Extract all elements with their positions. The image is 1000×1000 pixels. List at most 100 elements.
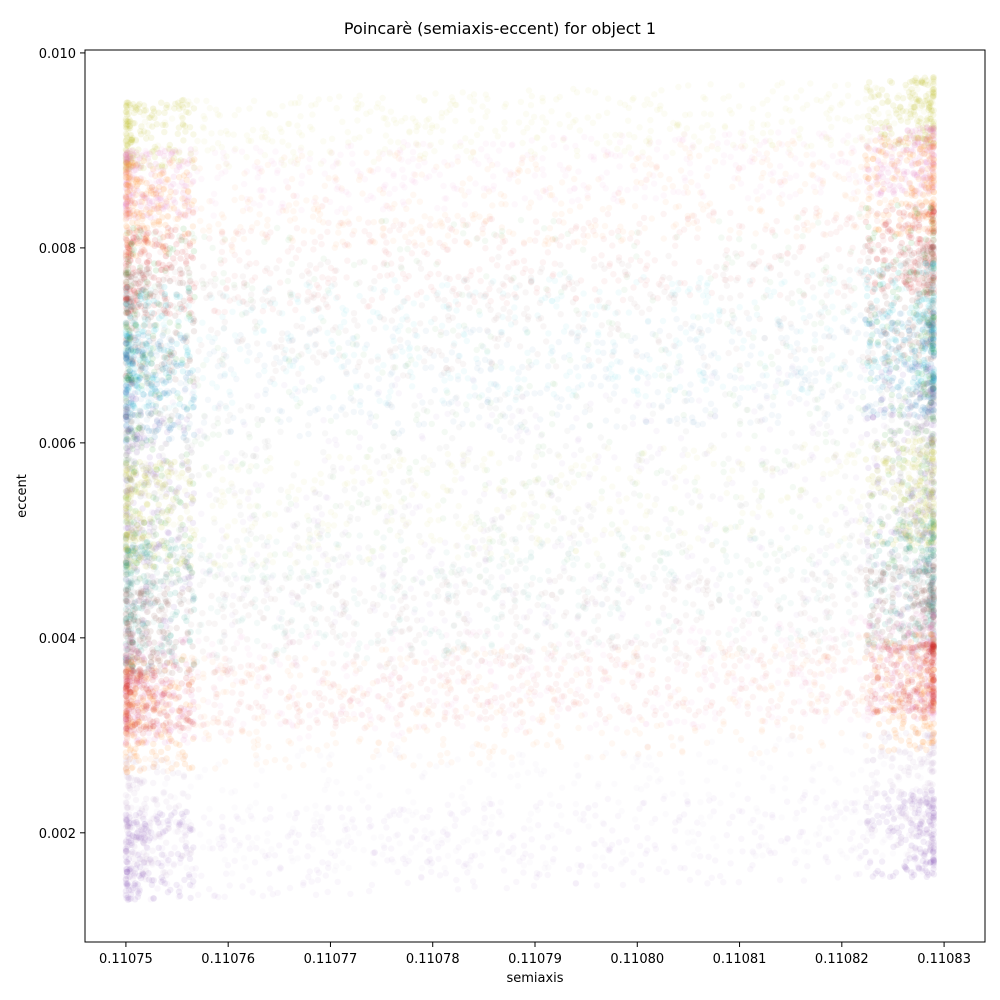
scatter-point xyxy=(827,327,834,334)
scatter-point xyxy=(549,348,556,355)
scatter-point xyxy=(366,318,374,325)
scatter-point xyxy=(519,154,526,161)
scatter-point xyxy=(556,242,564,249)
scatter-point xyxy=(224,131,232,138)
scatter-point xyxy=(443,329,450,337)
scatter-point xyxy=(419,399,426,406)
scatter-point xyxy=(538,265,545,272)
scatter-point xyxy=(315,284,322,291)
scatter-point xyxy=(895,92,902,99)
scatter-point xyxy=(142,107,150,114)
scatter-point xyxy=(363,149,370,157)
scatter-point xyxy=(398,118,405,125)
scatter-point xyxy=(140,164,147,172)
scatter-point xyxy=(873,165,880,172)
scatter-point xyxy=(687,154,694,161)
scatter-point xyxy=(673,315,680,323)
scatter-point xyxy=(479,103,486,110)
scatter-point xyxy=(896,151,903,158)
scatter-point xyxy=(763,265,771,272)
scatter-point xyxy=(126,132,134,139)
scatter-point xyxy=(453,101,460,109)
scatter-point xyxy=(124,121,132,128)
scatter-point xyxy=(927,80,934,87)
scatter-point xyxy=(129,181,136,188)
scatter-point xyxy=(684,288,692,295)
scatter-point xyxy=(681,131,688,138)
scatter-point xyxy=(399,166,406,173)
scatter-point xyxy=(365,127,373,134)
series-band-1 xyxy=(122,74,938,173)
scatter-point xyxy=(297,147,304,154)
scatter-point xyxy=(513,259,520,266)
scatter-point xyxy=(877,191,884,198)
scatter-point xyxy=(820,231,827,238)
scatter-point xyxy=(431,386,438,394)
scatter-point xyxy=(540,126,547,134)
scatter-point xyxy=(168,233,175,240)
scatter-point xyxy=(189,209,197,216)
scatter-point xyxy=(368,296,376,304)
scatter-point xyxy=(559,166,567,173)
scatter-point xyxy=(600,349,607,356)
scatter-point xyxy=(883,118,891,125)
scatter-point xyxy=(137,128,144,135)
scatter-point xyxy=(602,133,610,140)
scatter-point xyxy=(639,149,646,156)
scatter-point xyxy=(809,284,817,291)
scatter-point xyxy=(154,142,162,149)
scatter-point xyxy=(793,340,801,347)
scatter-point xyxy=(672,221,680,228)
scatter-point xyxy=(704,293,712,300)
scatter-point xyxy=(169,148,176,155)
scatter-point xyxy=(422,364,429,372)
scatter-point xyxy=(875,147,883,154)
scatter-point xyxy=(124,105,131,113)
scatter-point xyxy=(122,165,130,172)
scatter-point xyxy=(276,257,283,264)
scatter-point xyxy=(207,326,215,333)
scatter-point xyxy=(799,105,807,112)
scatter-point xyxy=(700,369,707,377)
scatter-point xyxy=(148,134,155,141)
scatter-point xyxy=(592,311,599,318)
scatter-point xyxy=(200,419,208,426)
scatter-point xyxy=(397,221,404,228)
scatter-point xyxy=(877,119,884,127)
scatter-point xyxy=(573,89,581,96)
scatter-point xyxy=(441,205,448,212)
scatter-point xyxy=(595,331,602,339)
scatter-point xyxy=(176,174,183,181)
scatter-point xyxy=(439,127,447,134)
scatter-point xyxy=(892,196,900,204)
scatter-point xyxy=(606,139,613,146)
scatter-point xyxy=(809,222,816,229)
scatter-point xyxy=(842,159,849,166)
scatter-point xyxy=(864,138,871,145)
scatter-point xyxy=(640,214,648,222)
scatter-point xyxy=(238,194,245,201)
scatter-point xyxy=(528,277,536,284)
scatter-point xyxy=(524,124,531,132)
scatter-point xyxy=(405,345,413,353)
scatter-point xyxy=(124,142,131,149)
scatter-point xyxy=(874,217,881,225)
scatter-point xyxy=(149,166,157,173)
scatter-point xyxy=(786,193,793,200)
scatter-point xyxy=(296,94,304,101)
scatter-point xyxy=(552,363,560,370)
scatter-point xyxy=(163,104,170,111)
scatter-point xyxy=(744,195,752,202)
scatter-point xyxy=(190,328,198,335)
scatter-point xyxy=(122,117,130,125)
scatter-point xyxy=(161,156,168,163)
scatter-point xyxy=(581,239,588,246)
scatter-point xyxy=(631,203,639,210)
scatter-point xyxy=(161,163,168,170)
scatter-point xyxy=(824,219,831,226)
scatter-point xyxy=(764,286,771,294)
scatter-point xyxy=(580,225,587,233)
scatter-point xyxy=(573,280,581,287)
scatter-point xyxy=(915,250,922,257)
scatter-point xyxy=(769,402,777,409)
